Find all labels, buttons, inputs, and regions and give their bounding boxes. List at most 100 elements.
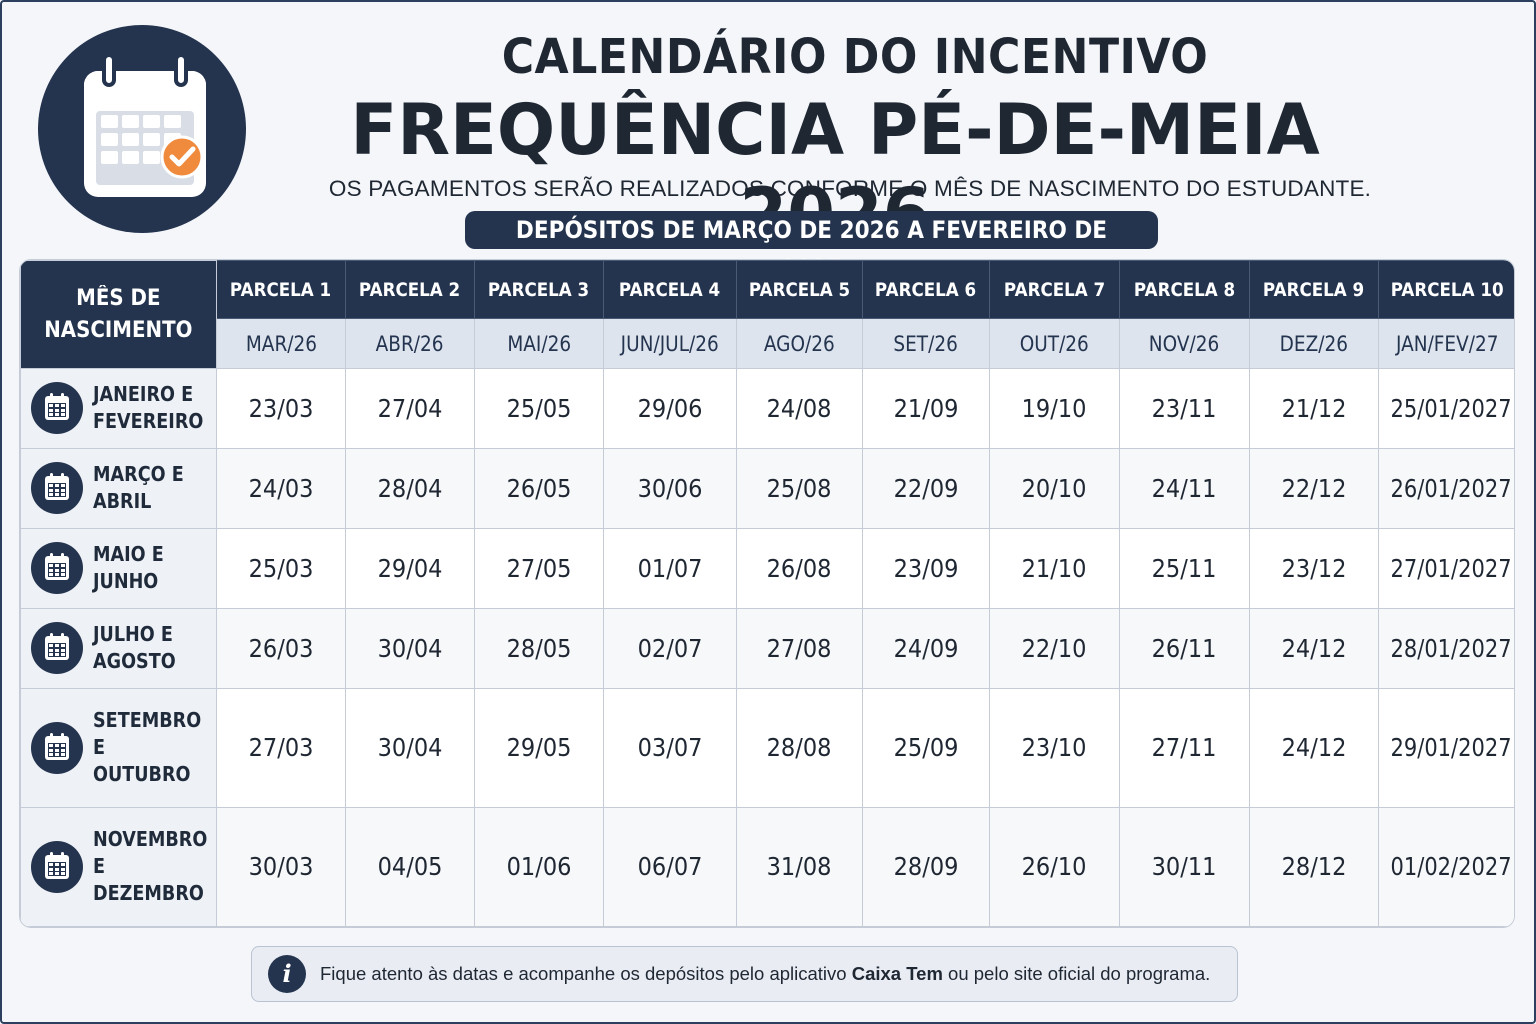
payment-date-cell: 29/05 (474, 687, 604, 808)
payment-date: 02/07 (637, 633, 703, 663)
payment-date-cell: 30/06 (603, 447, 737, 529)
parcela-header-6: PARCELA 6 (862, 260, 990, 319)
payment-date: 27/08 (767, 633, 832, 663)
payment-date-cell: 23/09 (862, 527, 990, 609)
payment-date-cell: 24/08 (736, 368, 863, 449)
birth-month-cell: JULHO E AGOSTO (20, 607, 217, 689)
period-label: JUN/JUL/26 (620, 331, 720, 356)
parcela-header-8: PARCELA 8 (1119, 260, 1250, 319)
period-header-8: NOV/26 (1119, 318, 1250, 369)
payment-date-cell: 26/03 (216, 607, 346, 689)
payment-date-cell: 01/06 (474, 806, 604, 927)
payment-date-cell: 25/01/2027 (1378, 368, 1514, 449)
birth-month-label-group: MAIO E JUNHO (31, 541, 216, 595)
parcela-header-5: PARCELA 5 (736, 260, 863, 319)
calendar-icon (31, 542, 83, 595)
payment-date-cell: 23/11 (1119, 368, 1250, 449)
payment-date-cell: 25/09 (862, 687, 990, 808)
payment-date-cell: 31/08 (736, 806, 863, 927)
period-header-3: MAI/26 (474, 318, 604, 369)
payment-date-cell: 04/05 (345, 806, 475, 927)
payment-date: 26/05 (506, 473, 572, 503)
period-header-7: OUT/26 (989, 318, 1120, 369)
payment-date: 26/10 (1022, 852, 1087, 882)
period-label: ABR/26 (376, 331, 444, 356)
calendar-icon (31, 721, 83, 774)
payment-date-cell: 28/12 (1249, 806, 1379, 927)
payment-date-cell: 26/10 (989, 806, 1120, 927)
payment-date: 03/07 (637, 733, 703, 763)
payment-date-cell: 26/08 (736, 527, 863, 609)
payment-date-cell: 27/03 (216, 687, 346, 808)
title-line-1: CALENDÁRIO DO INCENTIVO (501, 29, 1209, 85)
payment-date-cell: 28/05 (474, 607, 604, 689)
info-note: i Fique atento às datas e acompanhe os d… (251, 946, 1238, 1002)
payment-date: 24/12 (1281, 633, 1347, 663)
payment-date: 25/11 (1152, 553, 1217, 583)
payment-date-cell: 26/01/2027 (1378, 447, 1514, 529)
note-text-app-name: Caixa Tem (851, 963, 943, 984)
period-header-5: AGO/26 (736, 318, 863, 369)
payment-date: 23/12 (1281, 553, 1347, 583)
month-column-header-label: MÊS DE NASCIMENTO (44, 285, 193, 343)
payment-date: 26/11 (1152, 633, 1217, 663)
payment-date: 19/10 (1022, 393, 1087, 423)
period-header-9: DEZ/26 (1249, 318, 1379, 369)
parcela-header-row: MÊS DE NASCIMENTO PARCELA 1 PARCELA 2 PARC… (20, 260, 1514, 369)
payment-date-cell: 25/11 (1119, 527, 1250, 609)
parcela-label: PARCELA 9 (1263, 278, 1365, 301)
payment-date-cell: 23/03 (216, 368, 346, 449)
payment-date: 27/11 (1152, 733, 1217, 763)
table-body: JANEIRO E FEVEREIRO 23/03 27/04 25/05 29/06 2… (20, 368, 1514, 927)
parcela-label: PARCELA 1 (230, 278, 332, 301)
payment-date-cell: 28/09 (862, 806, 990, 927)
payment-date-cell: 22/09 (862, 447, 990, 529)
payment-date: 22/09 (893, 473, 959, 503)
payment-date-cell: 24/12 (1249, 607, 1379, 689)
birth-month-label: JULHO E AGOSTO (93, 622, 176, 674)
payment-date: 06/07 (637, 852, 703, 882)
period-header-row: MAR/26 ABR/26 MAI/26 JUN/JUL/26 AGO/26 SET/26… (21, 318, 1514, 369)
payment-date-cell: 20/10 (989, 447, 1120, 529)
payment-date: 29/05 (506, 733, 572, 763)
payment-date-cell: 21/09 (862, 368, 990, 449)
payment-date-cell: 23/12 (1249, 527, 1379, 609)
calendar-icon (31, 840, 83, 893)
payment-date-cell: 25/03 (216, 527, 346, 609)
parcela-header-1: PARCELA 1 (216, 260, 346, 319)
period-header-10: JAN/FEV/27 (1378, 318, 1514, 369)
payment-date-cell: 30/11 (1119, 806, 1250, 927)
parcela-label: PARCELA 3 (488, 278, 590, 301)
payment-date-cell: 23/10 (989, 687, 1120, 808)
payment-date: 27/03 (248, 733, 314, 763)
payment-date-cell: 28/08 (736, 687, 863, 808)
note-text-after: ou pelo site oficial do programa. (942, 963, 1211, 984)
payment-date: 24/03 (248, 473, 314, 503)
payment-date-cell: 27/05 (474, 527, 604, 609)
payment-date: 22/10 (1022, 633, 1087, 663)
payment-date-cell: 24/03 (216, 447, 346, 529)
payment-date-cell: 26/11 (1119, 607, 1250, 689)
payment-date: 28/09 (893, 852, 959, 882)
payment-date-cell: 27/11 (1119, 687, 1250, 808)
payment-date: 25/09 (893, 733, 959, 763)
birth-month-label: MAIO E JUNHO (93, 542, 164, 594)
birth-month-cell: MAIO E JUNHO (20, 527, 217, 609)
payment-date: 25/05 (506, 393, 572, 423)
period-label: SET/26 (893, 331, 959, 356)
period-label: JAN/FEV/27 (1396, 331, 1499, 356)
period-header-2: ABR/26 (345, 318, 475, 369)
payment-date-cell: 29/04 (345, 527, 475, 609)
payment-date-cell: 28/01/2027 (1378, 607, 1514, 689)
payment-date: 28/05 (506, 633, 572, 663)
payment-date-cell: 24/09 (862, 607, 990, 689)
parcela-header-9: PARCELA 9 (1249, 260, 1379, 319)
parcela-header-3: PARCELA 3 (474, 260, 604, 319)
period-label: MAR/26 (245, 331, 317, 356)
payment-date: 23/10 (1022, 733, 1087, 763)
payment-date: 28/04 (377, 473, 443, 503)
payment-date: 20/10 (1022, 473, 1087, 503)
birth-month-label: SETEMBRO E OUTUBRO (93, 708, 202, 787)
period-label: AGO/26 (764, 331, 835, 356)
birth-month-cell: JANEIRO E FEVEREIRO (20, 368, 217, 449)
